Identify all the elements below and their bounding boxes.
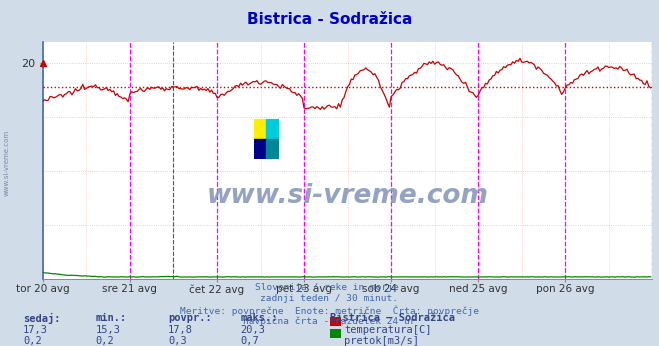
Text: Bistrica – Sodražica: Bistrica – Sodražica — [330, 313, 455, 323]
Text: 0,2: 0,2 — [23, 336, 42, 346]
Text: maks.:: maks.: — [241, 313, 278, 323]
Text: Bistrica - Sodražica: Bistrica - Sodražica — [247, 12, 412, 27]
Bar — [254, 139, 266, 159]
Text: Meritve: povprečne  Enote: metrične  Črta: povprečje: Meritve: povprečne Enote: metrične Črta:… — [180, 306, 479, 316]
Text: 17,8: 17,8 — [168, 325, 193, 335]
Text: 17,3: 17,3 — [23, 325, 48, 335]
Text: temperatura[C]: temperatura[C] — [344, 325, 432, 335]
Text: 0,7: 0,7 — [241, 336, 259, 346]
Text: pretok[m3/s]: pretok[m3/s] — [344, 336, 419, 346]
Text: navpična črta - razdelek 24 ur: navpična črta - razdelek 24 ur — [243, 317, 416, 326]
Text: 15,3: 15,3 — [96, 325, 121, 335]
Bar — [254, 119, 266, 139]
Bar — [266, 119, 279, 139]
Text: zadnji teden / 30 minut.: zadnji teden / 30 minut. — [260, 294, 399, 303]
Text: sedaj:: sedaj: — [23, 313, 61, 324]
Text: 0,3: 0,3 — [168, 336, 186, 346]
Text: min.:: min.: — [96, 313, 127, 323]
Text: 0,2: 0,2 — [96, 336, 114, 346]
Text: 20,3: 20,3 — [241, 325, 266, 335]
Text: www.si-vreme.com: www.si-vreme.com — [207, 183, 488, 209]
Text: povpr.:: povpr.: — [168, 313, 212, 323]
Bar — [266, 139, 279, 159]
Text: Slovenija / reke in morje.: Slovenija / reke in morje. — [255, 283, 404, 292]
Text: www.si-vreme.com: www.si-vreme.com — [3, 129, 10, 196]
